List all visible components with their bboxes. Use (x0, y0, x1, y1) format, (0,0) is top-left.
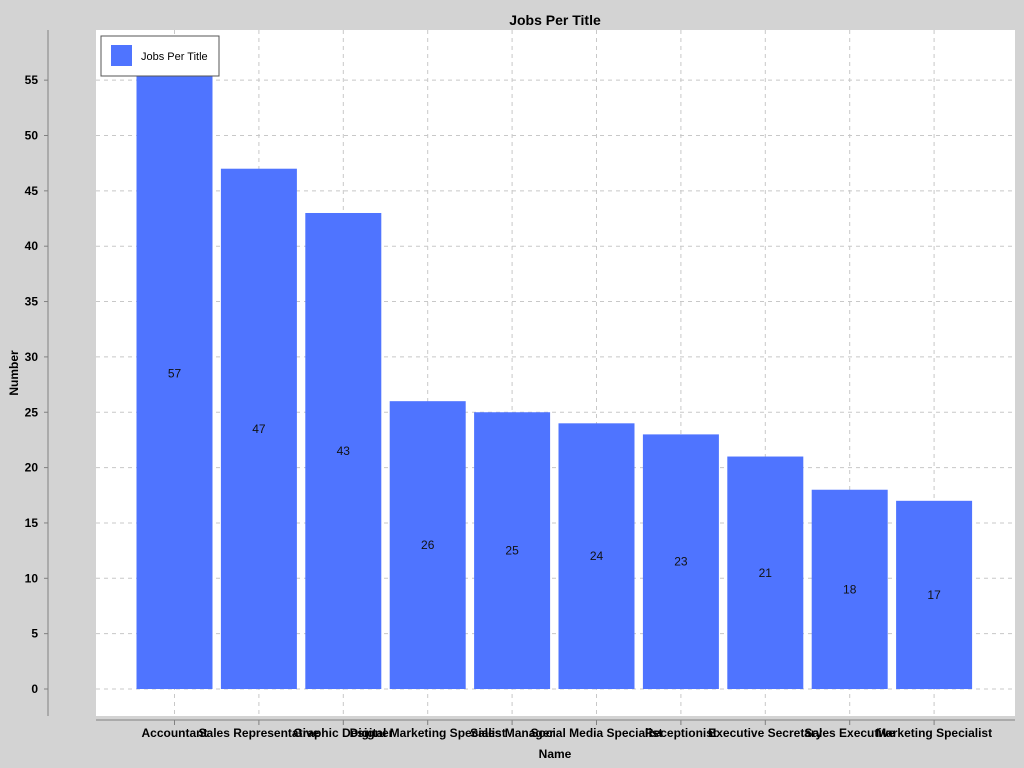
y-tick-label: 30 (25, 350, 39, 364)
x-tick-label: Sales Representative (199, 726, 320, 740)
y-tick-label: 45 (25, 184, 39, 198)
bar (642, 434, 719, 689)
bar (305, 212, 382, 690)
data-label: 47 (252, 422, 266, 436)
data-labels: 57 47 43 26 25 24 23 21 18 17 (168, 367, 941, 602)
bar (811, 489, 888, 689)
bar (136, 65, 213, 689)
bars (136, 65, 973, 690)
data-label: 26 (421, 538, 435, 552)
data-label: 23 (674, 555, 688, 569)
y-tick-label: 50 (25, 129, 39, 143)
x-tick-label: Marketing Specialist (876, 726, 992, 740)
y-tick-label: 5 (31, 627, 38, 641)
bar (220, 168, 297, 689)
x-tick-label: Sales Executive (804, 726, 895, 740)
y-tick-label: 40 (25, 239, 39, 253)
bar (389, 401, 466, 689)
x-tick-label: Social Media Specialist (530, 726, 662, 740)
legend-swatch (111, 45, 132, 66)
bar (896, 500, 973, 689)
data-label: 18 (843, 582, 857, 596)
bar (474, 412, 551, 689)
legend-label: Jobs Per Title (141, 51, 208, 63)
x-tick-label: Sales Manager (470, 726, 554, 740)
data-label: 17 (927, 588, 941, 602)
y-tick-label: 10 (25, 571, 39, 585)
y-tick-label: 35 (25, 295, 39, 309)
x-tick-label: Graphic Designer (293, 726, 393, 740)
x-tick-label: Accountant (142, 726, 208, 740)
y-tick-label: 20 (25, 461, 39, 475)
data-label: 25 (505, 544, 519, 558)
y-tick-label: 0 (31, 682, 38, 696)
y-axis-title: Number (7, 350, 21, 396)
x-tick-label: Digital Marketing Specialist (350, 726, 506, 740)
y-tick-label: 25 (25, 405, 39, 419)
bar (727, 456, 804, 689)
data-label: 21 (759, 566, 773, 580)
data-label: 24 (590, 549, 604, 563)
legend: Jobs Per Title (100, 35, 220, 77)
x-tick-label: Receptionist (645, 726, 717, 740)
x-tick-label: Executive Secretary (708, 726, 822, 740)
bar (558, 423, 635, 689)
data-label: 57 (168, 367, 182, 381)
y-tick-label: 15 (25, 516, 39, 530)
chart-title: Jobs Per Title (509, 12, 601, 28)
data-label: 43 (337, 444, 351, 458)
x-axis-title: Name (539, 747, 572, 761)
y-axis-ticks: 0 5 10 15 20 25 30 35 40 45 50 55 (25, 73, 48, 696)
y-tick-label: 55 (25, 73, 39, 87)
